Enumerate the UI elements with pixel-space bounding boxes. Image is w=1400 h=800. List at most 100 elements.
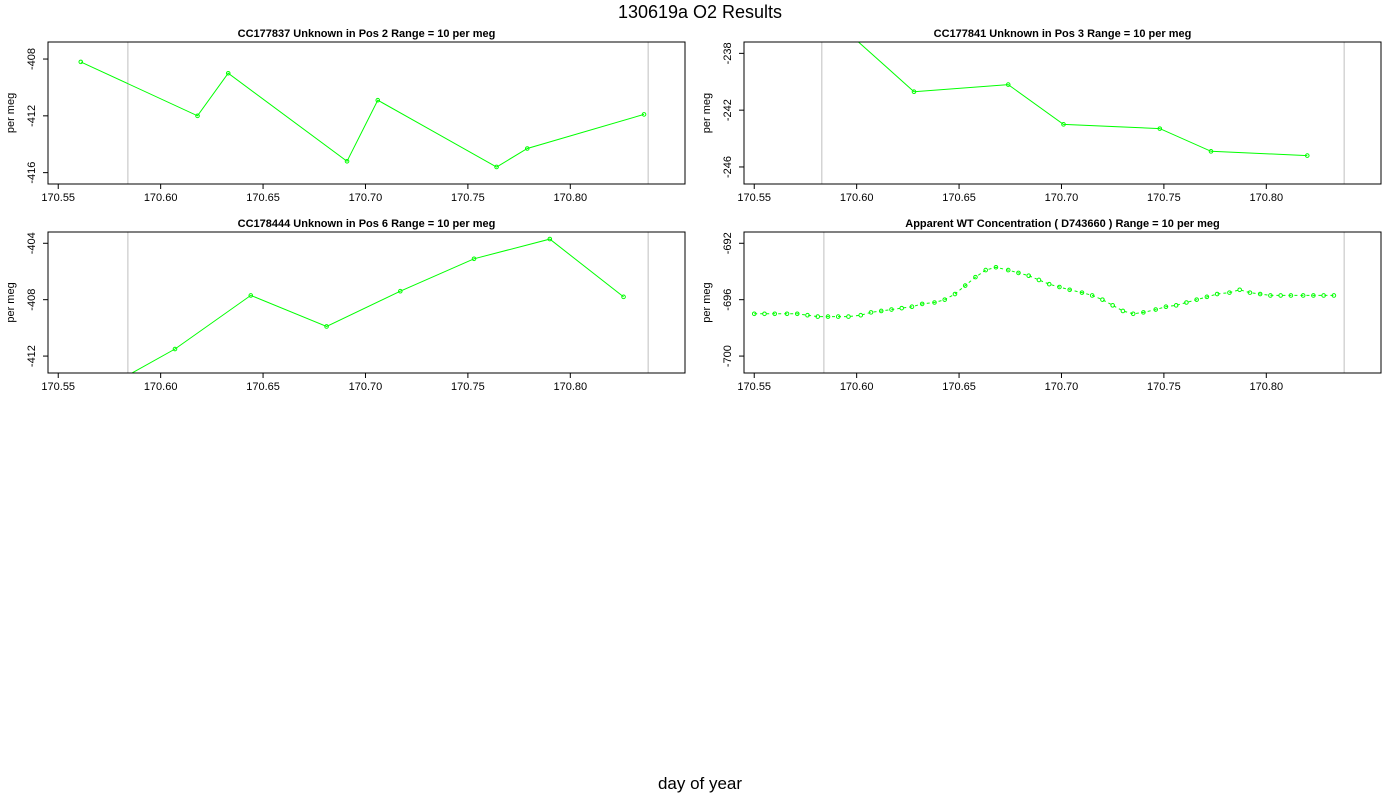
data-point	[899, 305, 905, 311]
y-axis-label: per meg	[5, 93, 17, 133]
x-tick-label: 170.60	[840, 192, 874, 204]
y-axis-label: per meg	[5, 282, 17, 322]
data-point	[375, 97, 381, 103]
data-point	[868, 310, 874, 315]
data-point	[1288, 293, 1294, 298]
y-tick-label: -238	[722, 42, 734, 64]
y-tick-label: -408	[26, 289, 38, 311]
x-tick-label: 170.55	[41, 381, 75, 393]
data-point	[1194, 297, 1199, 302]
x-tick-label: 170.60	[840, 381, 874, 393]
page-title: 130619a O2 Results	[617, 2, 783, 22]
y-tick-label: -416	[26, 162, 38, 184]
y-tick-label: -700	[722, 345, 734, 367]
data-point	[172, 346, 178, 352]
data-point	[1120, 308, 1126, 314]
x-tick-label: 170.75	[451, 192, 485, 204]
series-line	[754, 266, 1334, 318]
y-axis-label: per meg	[701, 93, 713, 133]
data-point	[932, 300, 937, 305]
data-point	[524, 146, 530, 151]
data-point	[846, 314, 851, 319]
data-point	[1067, 287, 1072, 293]
data-point	[225, 70, 231, 76]
data-point	[97, 390, 101, 394]
data-point	[1100, 297, 1105, 302]
series-line	[80, 61, 645, 168]
x-tick-label: 170.60	[144, 192, 178, 204]
series-group	[857, 42, 1310, 158]
data-point	[805, 312, 810, 318]
data-point	[1247, 290, 1253, 295]
series-group	[751, 264, 1337, 319]
y-tick-label: -404	[26, 232, 38, 254]
data-point	[1173, 303, 1179, 308]
data-point	[1046, 281, 1052, 287]
data-point	[909, 304, 915, 310]
panel-3-title: CC178444 Unknown in Pos 6 Range = 10 per…	[238, 218, 496, 230]
data-point	[889, 307, 894, 312]
data-point	[751, 311, 757, 317]
data-point	[1184, 300, 1189, 305]
data-point	[825, 314, 831, 319]
data-point	[324, 324, 329, 329]
data-point	[1005, 82, 1011, 87]
y-tick-label: -692	[722, 232, 734, 254]
x-axis-label: day of year	[657, 774, 743, 793]
data-point	[1079, 290, 1085, 295]
x-tick-label: 170.70	[1045, 381, 1079, 393]
data-point	[1278, 293, 1283, 298]
plot-frame	[743, 231, 1382, 374]
y-tick-label: -696	[722, 289, 734, 311]
data-point	[1204, 294, 1210, 300]
series-group	[78, 59, 647, 170]
data-point	[195, 113, 200, 119]
data-point	[952, 291, 958, 297]
data-point	[835, 314, 841, 319]
data-point	[794, 311, 800, 317]
data-point	[344, 158, 350, 164]
y-tick-label: -408	[26, 48, 38, 70]
x-tick-label: 170.80	[1249, 381, 1283, 393]
panel-1-title: CC177837 Unknown in Pos 2 Range = 10 per…	[238, 28, 496, 40]
x-tick-label: 170.55	[737, 192, 771, 204]
x-tick-label: 170.65	[246, 381, 280, 393]
data-point	[1130, 311, 1136, 317]
data-point	[547, 236, 553, 242]
data-point	[1237, 287, 1242, 293]
data-point	[784, 311, 790, 317]
plot-frame	[47, 231, 686, 374]
data-point	[983, 267, 988, 273]
data-point	[1311, 293, 1316, 298]
data-point	[1061, 122, 1066, 127]
data-point	[1026, 273, 1032, 279]
data-point	[1321, 293, 1326, 298]
x-tick-label: 170.55	[41, 192, 75, 204]
data-point	[1331, 293, 1337, 298]
data-point	[1304, 153, 1310, 158]
data-point	[962, 283, 968, 288]
x-tick-label: 170.55	[737, 381, 771, 393]
x-tick-label: 170.70	[349, 192, 383, 204]
panel-4-title: Apparent WT Concentration ( D743660 ) Ra…	[905, 218, 1220, 230]
x-tick-label: 170.70	[1045, 192, 1079, 204]
data-point	[1153, 307, 1158, 312]
panel-4: Apparent WT Concentration ( D743660 ) Ra…	[701, 218, 1382, 393]
data-point	[1214, 291, 1220, 297]
x-tick-label: 170.65	[942, 192, 976, 204]
x-tick-label: 170.65	[942, 381, 976, 393]
data-point	[942, 297, 948, 302]
data-point	[878, 308, 884, 314]
data-point	[641, 112, 647, 117]
data-point	[1005, 267, 1011, 273]
panel-2-title: CC177841 Unknown in Pos 3 Range = 10 per…	[934, 28, 1192, 40]
data-point	[494, 164, 499, 170]
data-point	[471, 256, 477, 262]
data-point	[1089, 293, 1095, 298]
data-point	[397, 288, 403, 294]
data-point	[78, 59, 84, 65]
panel-2: CC177841 Unknown in Pos 3 Range = 10 per…	[701, 28, 1382, 204]
series-line	[857, 42, 1308, 157]
data-point	[973, 274, 978, 280]
